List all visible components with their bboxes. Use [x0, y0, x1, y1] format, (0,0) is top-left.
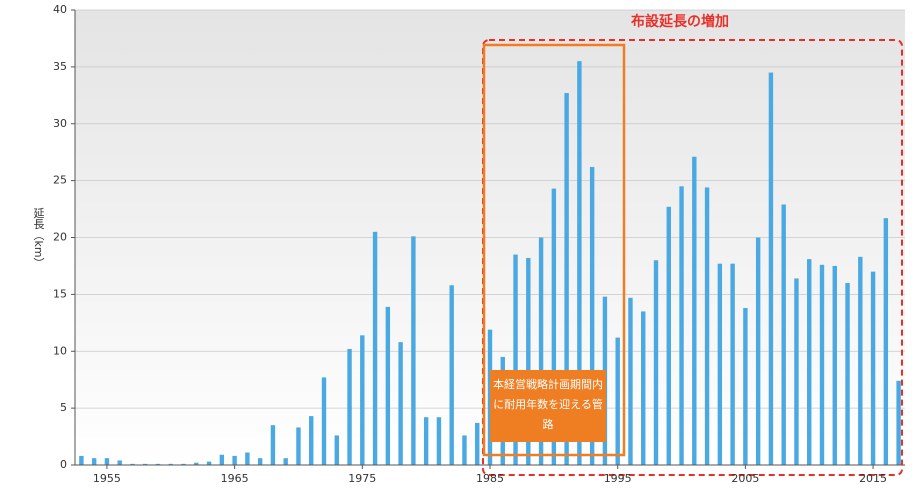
bar [91, 458, 97, 465]
bar [551, 188, 557, 465]
bar [755, 237, 761, 465]
bar [653, 260, 659, 465]
y-tick-label: 25 [53, 174, 67, 187]
y-tick-label: 5 [60, 401, 67, 414]
bar [743, 308, 748, 465]
y-tick-label: 35 [53, 60, 67, 73]
bar [589, 166, 595, 465]
bar [513, 254, 518, 465]
annotation-box [490, 370, 606, 442]
plan-period-box [482, 43, 626, 457]
bar [641, 311, 646, 465]
bar [104, 458, 110, 465]
bar [666, 206, 671, 465]
bar [870, 271, 876, 465]
bar [283, 458, 288, 465]
bar [564, 93, 569, 465]
bar [117, 460, 122, 465]
bar [832, 265, 837, 465]
bar [475, 422, 480, 465]
bar [858, 256, 863, 465]
bar [194, 462, 199, 465]
bar [462, 435, 467, 465]
bar [845, 283, 850, 465]
x-tick-label: 2005 [731, 472, 759, 485]
bar [309, 416, 314, 465]
bar [372, 231, 378, 465]
bar [385, 306, 391, 465]
bar [245, 452, 250, 465]
bar [577, 61, 582, 465]
highlight-title: 布設延長の増加 [631, 13, 729, 30]
bar [143, 463, 148, 465]
bar [615, 337, 620, 465]
x-tick-label: 1965 [221, 472, 249, 485]
bar [347, 348, 352, 465]
x-tick-label: 1955 [93, 472, 121, 485]
bar [296, 427, 301, 465]
bar [436, 417, 442, 465]
x-tick-label: 1975 [348, 472, 376, 485]
y-tick-label: 40 [53, 3, 67, 16]
bar [679, 186, 684, 465]
annotation-box-text-wrap: 本経営戦略計画期間内に耐用年数を迎える管路 [493, 378, 603, 431]
bar [270, 425, 276, 465]
bar [155, 463, 161, 465]
bar [717, 263, 723, 465]
bar [321, 377, 327, 465]
bar [206, 461, 212, 465]
bar [219, 454, 225, 465]
bar [768, 72, 774, 465]
bar [538, 237, 544, 465]
bar [423, 417, 429, 465]
x-tick-label: 1995 [604, 472, 632, 485]
bar [896, 380, 901, 465]
bar [704, 187, 710, 465]
bar [449, 285, 454, 465]
y-tick-label: 30 [53, 117, 67, 130]
annotation-box-text: 本経営戦略計画期間内に耐用年数を迎える管路 [493, 378, 603, 431]
bar [526, 257, 531, 465]
bar [168, 463, 173, 465]
bar [781, 204, 786, 465]
bar [411, 236, 416, 465]
bar [628, 297, 633, 465]
bar [232, 455, 237, 465]
bar [79, 455, 84, 465]
bar [398, 342, 403, 465]
bar [181, 463, 186, 465]
y-tick-label: 15 [53, 287, 67, 300]
y-axis-label: 延長（km） [32, 207, 45, 268]
bar [883, 218, 889, 465]
bar [692, 156, 697, 466]
bar [360, 335, 365, 465]
bar [807, 259, 812, 465]
bar [130, 463, 135, 465]
highlight-region [482, 39, 903, 476]
bar [334, 435, 339, 465]
bar [794, 278, 799, 465]
y-tick-label: 0 [60, 458, 67, 471]
bar [730, 263, 735, 465]
x-tick-label: 1985 [476, 472, 504, 485]
y-tick-label: 20 [53, 231, 67, 244]
bar [257, 458, 263, 465]
y-tick-label: 10 [53, 344, 67, 357]
x-tick-label: 2015 [859, 472, 887, 485]
bar [819, 264, 825, 465]
